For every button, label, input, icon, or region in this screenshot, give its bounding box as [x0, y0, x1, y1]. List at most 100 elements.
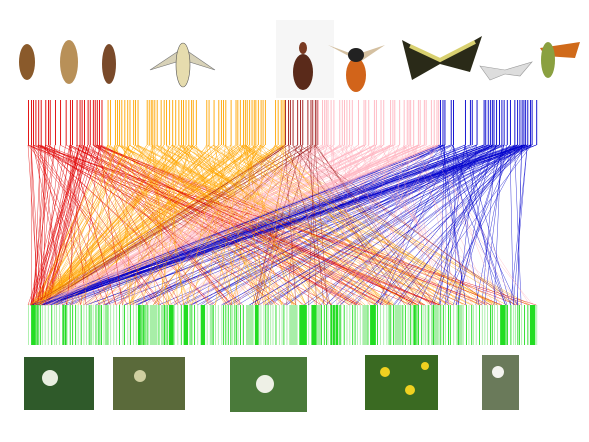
plant-bar [44, 305, 46, 345]
link [191, 144, 504, 306]
plant-bar [119, 305, 121, 345]
plant-bar [217, 305, 219, 345]
link [221, 144, 518, 306]
link [249, 144, 524, 306]
plant-bar [69, 305, 71, 345]
insect-bar [154, 100, 156, 145]
link [230, 144, 285, 306]
plant-bar [444, 305, 446, 345]
plant-bar [413, 305, 418, 345]
link [38, 144, 214, 306]
plant-bar [435, 305, 437, 345]
plant-flower [134, 370, 146, 382]
plant-bar [140, 305, 142, 345]
plant-bar [346, 305, 348, 345]
insect-bar [81, 100, 83, 145]
plant-bar [340, 305, 342, 345]
plant-bar [418, 305, 419, 345]
plant-bar [397, 305, 399, 345]
plant-images [24, 355, 519, 412]
link [314, 144, 432, 306]
link [308, 144, 395, 306]
plant-bar [433, 305, 434, 345]
plant-bar [191, 305, 193, 345]
plant-bar [394, 305, 401, 345]
plant-bar [453, 305, 455, 345]
insect [299, 42, 307, 54]
plant-bar [197, 305, 199, 345]
link [47, 144, 91, 306]
plant-bar [374, 305, 376, 345]
insect-bar [101, 100, 103, 145]
plant-bar [95, 305, 97, 345]
link [256, 144, 409, 306]
plant-bar [487, 305, 488, 345]
insect-bar [181, 100, 183, 145]
insect-bar [284, 100, 286, 145]
link [48, 144, 331, 306]
insect-bar [218, 100, 220, 145]
plant-bar [524, 305, 526, 345]
plant-bar [529, 305, 536, 345]
plant-bar [303, 305, 305, 345]
plant-bar [521, 305, 523, 345]
plant-bar [400, 305, 402, 345]
link [115, 144, 364, 306]
insect-bar [208, 100, 210, 145]
link [379, 144, 454, 306]
plant-bar [75, 305, 77, 345]
insect-bar [392, 100, 394, 145]
link [330, 144, 371, 306]
plant-bar [517, 305, 519, 345]
insect-bar [351, 100, 353, 145]
insect-bar [312, 100, 314, 145]
link [37, 144, 350, 306]
link [113, 144, 437, 306]
plant-bar [194, 305, 196, 345]
link [425, 144, 531, 306]
plant-bar [295, 305, 297, 345]
plant-bar [456, 305, 463, 345]
link [59, 144, 437, 306]
link [156, 144, 480, 306]
link [37, 144, 222, 306]
link [35, 144, 51, 306]
plant-bar [35, 305, 37, 345]
link [55, 144, 532, 306]
plant-bar [237, 305, 239, 345]
link [49, 144, 162, 306]
plant-bar [407, 305, 409, 345]
insect-bar [501, 100, 503, 145]
link [244, 144, 483, 306]
insect-bar [146, 100, 148, 145]
link [230, 144, 495, 306]
link [27, 144, 439, 306]
insect-bar [383, 100, 385, 145]
link [45, 144, 358, 306]
link [514, 144, 522, 306]
insect-bar [316, 100, 318, 145]
link [83, 144, 178, 306]
link [340, 144, 419, 306]
insect-bar [114, 100, 116, 145]
insect-bar [239, 100, 241, 145]
link [413, 144, 436, 306]
link [30, 144, 80, 306]
link [40, 144, 61, 306]
plant-bar [423, 305, 425, 345]
link [192, 144, 350, 306]
link [158, 144, 189, 306]
plant-bar [275, 305, 277, 345]
insect-bar [491, 100, 493, 145]
link [42, 144, 490, 306]
plant-bar [338, 305, 340, 345]
plant-bar [83, 305, 85, 345]
plant-bar [327, 305, 329, 345]
insect-bar [433, 100, 435, 145]
insect-bar [79, 100, 81, 145]
insect [102, 44, 116, 84]
insect-bar [133, 100, 135, 145]
plant-bar [77, 305, 79, 345]
insect-bar [220, 100, 222, 145]
link [30, 144, 214, 306]
